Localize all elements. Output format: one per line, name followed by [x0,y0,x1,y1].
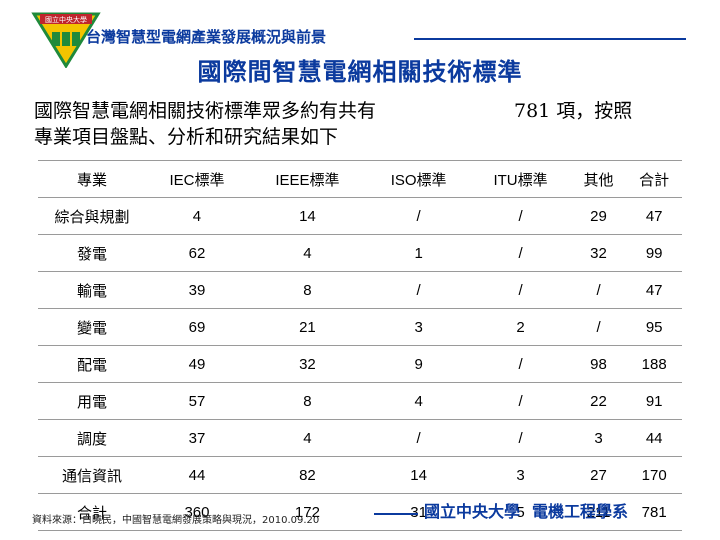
table-cell: / [366,271,471,309]
column-header: 專業 [38,160,146,198]
footer-divider [374,513,418,515]
table-cell: / [470,271,571,309]
presentation-title: 台灣智慧型電網產業發展概況與前景 [86,28,327,46]
table-cell: 188 [626,345,682,383]
intro-text: 國際智慧電網相關技術標準眾多約有共有 781 項，按照 專業項目盤點、分析和研究… [34,98,694,150]
intro-line-2: 專業項目盤點、分析和研究結果如下 [34,126,339,148]
column-header: 合計 [626,160,682,198]
intro-line-1: 國際智慧電網相關技術標準眾多約有共有 [34,100,377,122]
university-logo: 國立中央大學 [30,8,102,69]
column-header: IEEE標準 [247,160,367,198]
table-cell: 21 [247,308,367,346]
table-cell: 3 [470,456,571,494]
standards-table: 專業 IEC標準 IEEE標準 ISO標準 ITU標準 其他 合計 綜合與規劃 … [38,160,682,531]
table-cell: 2 [470,308,571,346]
table-cell: 用電 [38,382,146,420]
table-cell: 44 [626,419,682,457]
university-name: 國立中央大學 [424,502,521,521]
source-citation: 資料來源：白曉民，中國智慧電網發展策略與現況，2010.09.20 [32,515,320,526]
table-cell: 4 [247,419,367,457]
table-row: 通信資訊 44 82 14 3 27 170 [38,456,682,494]
table-cell: / [470,345,571,383]
table-cell: 綜合與規劃 [38,197,146,235]
table-cell: 32 [570,234,627,272]
table-cell: / [366,419,471,457]
table-cell: 調度 [38,419,146,457]
table-cell: 3 [366,308,471,346]
table-cell: 82 [247,456,367,494]
table-cell: 211 [570,493,627,531]
table-row: 用電 57 8 4 / 22 91 [38,382,682,420]
table-cell: / [470,197,571,235]
table-cell: 27 [570,456,627,494]
table-header-row: 專業 IEC標準 IEEE標準 ISO標準 ITU標準 其他 合計 [38,160,682,198]
table-cell: 172 [247,493,367,531]
table-cell: 95 [626,308,682,346]
department-name: 電機工程學系 [532,502,629,521]
column-header: 其他 [570,160,627,198]
table-cell: 變電 [38,308,146,346]
table-cell: 91 [626,382,682,420]
table-row: 調度 37 4 / / 3 44 [38,419,682,457]
table-cell: 9 [366,345,471,383]
table-cell: 37 [146,419,248,457]
table-cell: 62 [146,234,248,272]
table-cell: 4 [247,234,367,272]
table-cell: 合計 [38,493,146,531]
table-cell: 8 [247,271,367,309]
footer-organization: 國立中央大學 電機工程學系 [424,498,628,522]
table-row: 發電 62 4 1 / 32 99 [38,234,682,272]
table-row: 輸電 39 8 / / / 47 [38,271,682,309]
column-header: ISO標準 [366,160,471,198]
table-cell: / [570,271,627,309]
table-cell: 44 [146,456,248,494]
table-cell: 32 [247,345,367,383]
table-cell: 8 [247,382,367,420]
svg-text:國立中央大學: 國立中央大學 [45,15,87,24]
table-cell: 99 [626,234,682,272]
table-cell: 47 [626,197,682,235]
table-row: 配電 49 32 9 / 98 188 [38,345,682,383]
table-row: 變電 69 21 3 2 / 95 [38,308,682,346]
slide-title: 國際間智慧電網相關技術標準 [197,58,523,86]
table-cell: / [470,382,571,420]
table-cell: 通信資訊 [38,456,146,494]
table-cell: / [470,419,571,457]
table-cell: 29 [570,197,627,235]
table-cell: 69 [146,308,248,346]
intro-count: 781 項，按照 [514,100,633,122]
table-cell: 1 [366,234,471,272]
table-cell: 發電 [38,234,146,272]
table-cell: 98 [570,345,627,383]
table-cell: 3 [570,419,627,457]
table-cell: 781 [626,493,682,531]
table-cell: 14 [366,456,471,494]
table-cell: 49 [146,345,248,383]
table-cell: 14 [247,197,367,235]
table-cell: / [570,308,627,346]
table-cell: 4 [366,382,471,420]
table-cell: 31 [366,493,471,531]
table-cell: / [470,234,571,272]
table-cell: 4 [146,197,248,235]
table-cell: / [366,197,471,235]
header-divider [414,38,686,40]
table-cell: 47 [626,271,682,309]
table-cell: 配電 [38,345,146,383]
table-cell: 5 [470,493,571,531]
table-cell: 39 [146,271,248,309]
table-row: 綜合與規劃 4 14 / / 29 47 [38,197,682,235]
table-cell: 57 [146,382,248,420]
column-header: ITU標準 [470,160,571,198]
table-cell: 22 [570,382,627,420]
table-cell: 360 [146,493,248,531]
table-cell: 輸電 [38,271,146,309]
column-header: IEC標準 [146,160,248,198]
table-total-row: 合計 360 172 31 5 211 781 [38,493,682,531]
table-cell: 170 [626,456,682,494]
